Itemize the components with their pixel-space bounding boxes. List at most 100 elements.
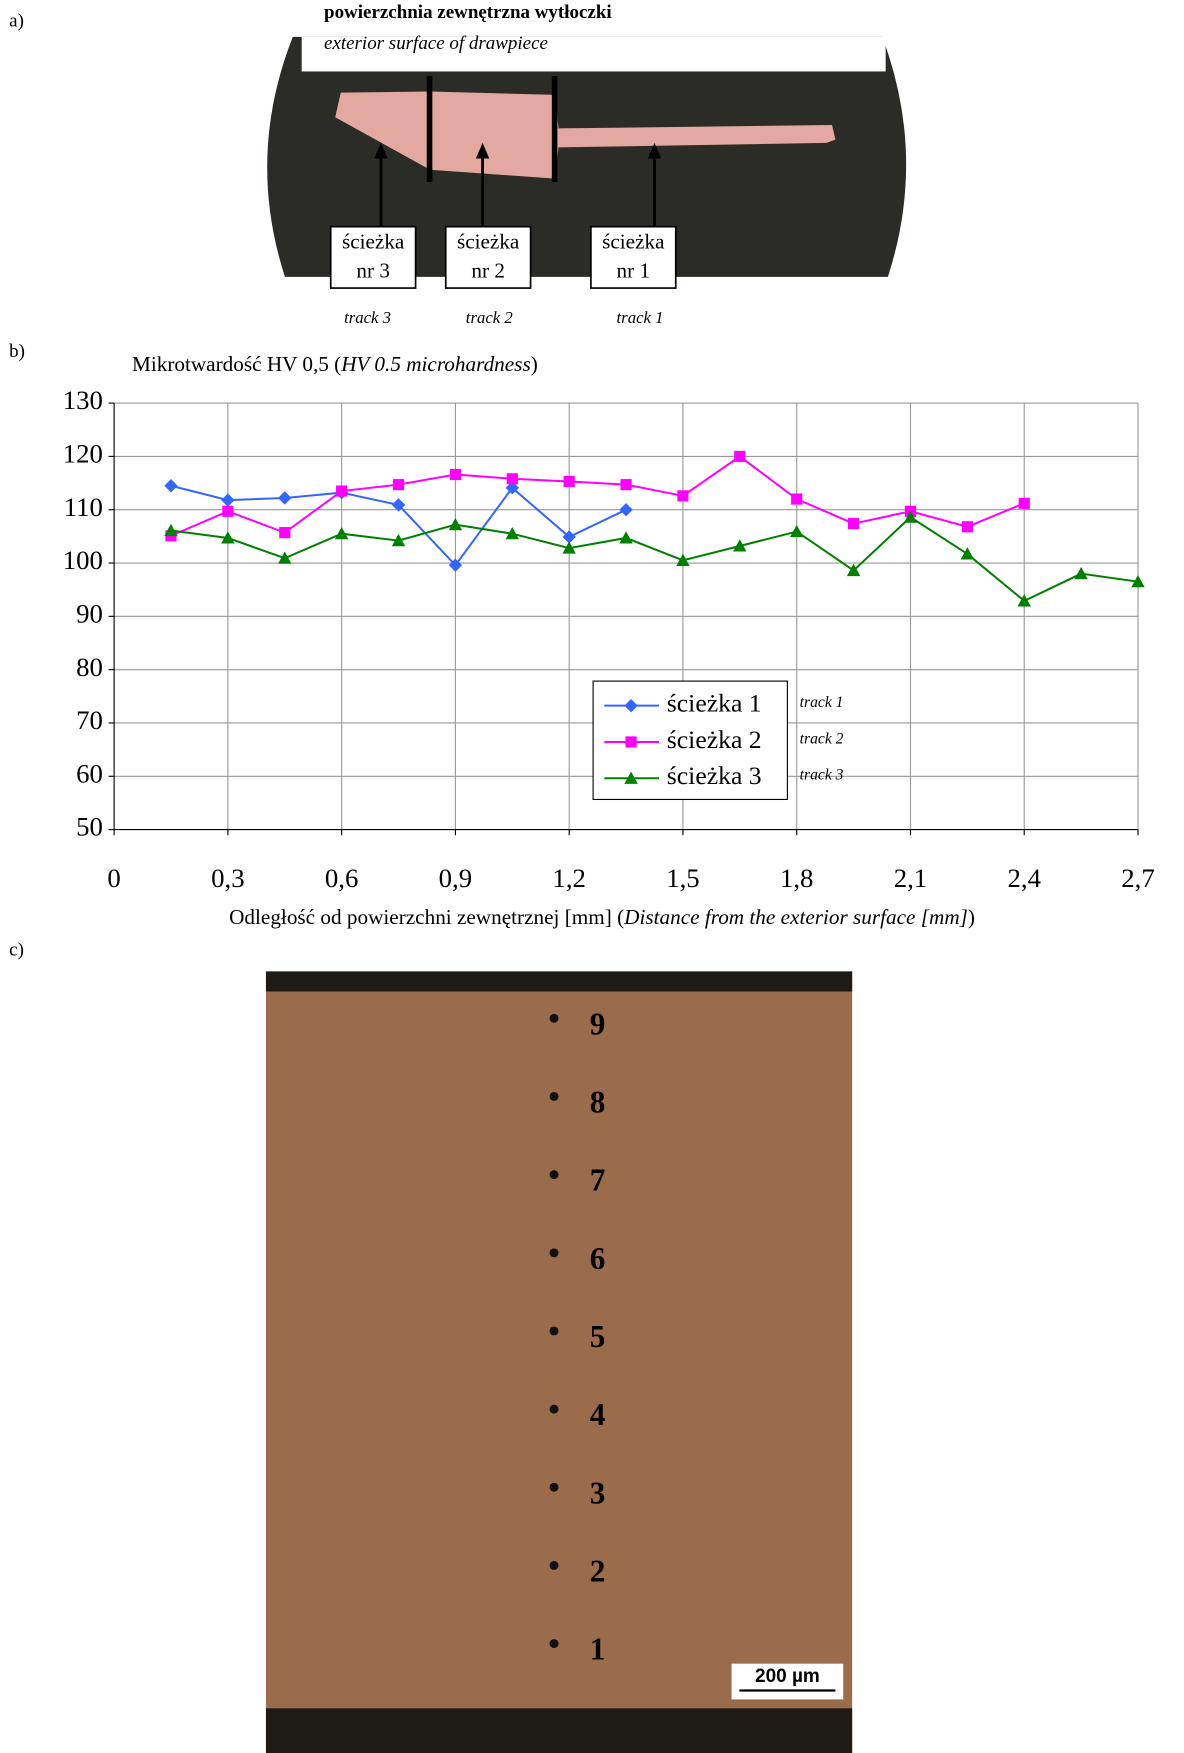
indent — [549, 1560, 559, 1570]
x-tick-label: 2,7 — [1121, 863, 1154, 893]
legend-label: ścieżka 2 — [667, 725, 762, 754]
micrograph-edge — [265, 1708, 853, 1753]
marker — [562, 541, 576, 554]
x-tick-label: 0,9 — [439, 863, 472, 893]
track-box-label: ścieżka — [457, 229, 520, 253]
marker — [790, 524, 804, 538]
arrow-heads — [374, 142, 662, 159]
marker — [903, 510, 918, 523]
indent — [549, 1170, 559, 1180]
track-box — [590, 225, 677, 289]
marker — [278, 491, 292, 505]
y-tick-label: 120 — [63, 439, 103, 469]
legend-note: track 3 — [800, 767, 844, 784]
marker — [848, 517, 860, 530]
x-tick-label: 0,3 — [211, 863, 244, 893]
panel-label: a) — [9, 11, 24, 32]
indent-label: 6 — [590, 1241, 606, 1276]
micrograph — [265, 971, 853, 1753]
indent — [549, 1326, 559, 1336]
marker — [336, 485, 348, 497]
indent — [549, 1248, 559, 1258]
scale-bar-bg — [731, 1663, 844, 1700]
series-line — [170, 484, 627, 567]
marker — [960, 547, 975, 560]
legend-note: track 2 — [800, 730, 844, 747]
marker — [334, 527, 349, 540]
marker — [448, 517, 463, 531]
track-box-label: nr 3 — [356, 258, 390, 282]
drawpiece-section — [335, 91, 836, 179]
track-box-label: ścieżka — [342, 229, 405, 253]
photo-caption-bg — [301, 36, 886, 72]
indent-label: 9 — [590, 1006, 606, 1041]
panel-label: b) — [9, 341, 25, 362]
legend-label: ścieżka 3 — [667, 761, 762, 790]
panel-label: c) — [9, 940, 24, 961]
x-tick-label: 1,5 — [666, 863, 699, 893]
arrows — [379, 156, 656, 227]
x-tick-label: 2,4 — [1007, 863, 1040, 893]
divider — [426, 75, 433, 182]
marker — [392, 479, 405, 491]
marker — [625, 736, 637, 748]
marker — [1017, 594, 1031, 607]
micrograph-edge — [265, 971, 853, 992]
y-tick-label: 60 — [76, 758, 103, 788]
marker — [164, 479, 178, 493]
indent — [549, 1091, 559, 1101]
marker — [624, 698, 638, 713]
track-box-label: nr 2 — [471, 258, 505, 282]
photo-heading-en: exterior surface of drawpiece — [324, 33, 548, 54]
marker — [961, 521, 973, 533]
marker — [734, 450, 746, 462]
indent — [549, 1639, 559, 1649]
x-tick-label: 1,8 — [780, 863, 813, 893]
marker — [676, 553, 690, 566]
marker — [1131, 574, 1145, 588]
marker — [164, 523, 178, 537]
y-tick-label: 110 — [64, 492, 103, 522]
marker — [624, 771, 638, 784]
track-box-label: ścieżka — [602, 229, 665, 253]
marker — [505, 481, 519, 495]
indent-label: 2 — [590, 1554, 606, 1589]
marker — [221, 531, 235, 544]
indent — [549, 1404, 559, 1414]
legend-label: ścieżka 1 — [667, 689, 762, 718]
marker — [505, 527, 519, 540]
x-tick-label: 0,6 — [325, 863, 358, 893]
y-tick-label: 100 — [63, 545, 103, 575]
marker — [619, 503, 633, 517]
track-box — [329, 225, 417, 289]
indent-label: 7 — [590, 1163, 606, 1198]
track-box-label: nr 1 — [617, 258, 651, 282]
marker — [619, 531, 633, 544]
indent — [549, 1482, 559, 1492]
marker — [846, 563, 861, 577]
marker — [449, 468, 461, 481]
chart-title: Mikrotwardość HV 0,5 (HV 0.5 microhardne… — [132, 352, 538, 376]
marker — [278, 551, 292, 564]
marker — [563, 475, 575, 488]
x-tick-label: 2,1 — [894, 863, 927, 893]
legend-note: track 1 — [800, 694, 844, 711]
track-label: track 2 — [466, 308, 513, 327]
x-tick-label: 0 — [107, 863, 120, 893]
indent-label: 5 — [590, 1319, 606, 1354]
marker — [222, 505, 234, 517]
marker — [506, 473, 518, 485]
track-label: track 1 — [617, 308, 664, 327]
marker — [1018, 497, 1030, 509]
photo-heading: powierzchnia zewnętrzna wytłoczki — [324, 2, 612, 23]
marker — [221, 493, 235, 507]
indent-label: 1 — [590, 1632, 606, 1667]
marker — [1074, 566, 1088, 580]
marker — [391, 533, 406, 547]
y-tick-label: 70 — [76, 705, 103, 735]
series-line — [170, 515, 1139, 603]
marker — [677, 490, 689, 502]
track-label: track 3 — [344, 308, 391, 327]
